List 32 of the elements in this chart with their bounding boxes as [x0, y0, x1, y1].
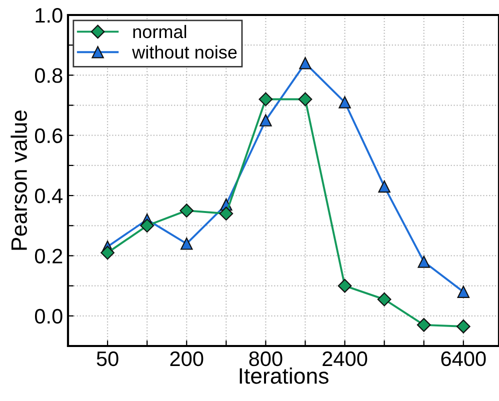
y-tick-label: 0.2 [34, 248, 62, 264]
point [378, 180, 390, 193]
y-tick-label: 0.8 [34, 68, 62, 83]
x-tick-label: 800 [249, 351, 282, 366]
point [100, 246, 114, 260]
point [219, 206, 234, 221]
y-tick-label: 0.4 [34, 188, 63, 204]
y-tick-label: 0.6 [34, 128, 62, 144]
point [377, 292, 392, 306]
legend-label: normal [133, 24, 186, 38]
point [418, 256, 430, 268]
point [140, 218, 154, 233]
y-tick-label: 0.0 [34, 308, 62, 324]
point [180, 238, 193, 250]
point [457, 286, 470, 298]
point [298, 92, 312, 106]
x-tick-label: 6400 [441, 351, 486, 366]
y-tick-label: 1.0 [36, 8, 62, 23]
x-axis-title: Iterations [240, 368, 328, 384]
x-tick-label: 2400 [322, 351, 368, 366]
point [258, 92, 273, 106]
point [299, 57, 312, 70]
legend-label: without noise [132, 45, 237, 59]
y-axis-title: Pearson value [10, 110, 28, 250]
x-tick-label: 200 [170, 351, 204, 366]
x-tick-label: 50 [96, 351, 118, 366]
point [180, 204, 194, 218]
point [338, 278, 352, 293]
point [338, 96, 351, 108]
point [416, 318, 431, 332]
point [260, 114, 272, 126]
point [456, 320, 470, 334]
